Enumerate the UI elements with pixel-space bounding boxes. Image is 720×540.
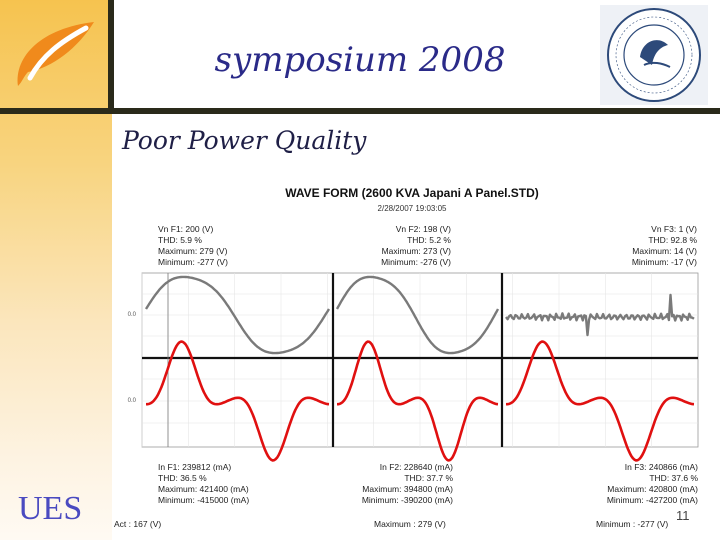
if3-thd: THD: 37.6 % — [649, 473, 698, 483]
vf1-thd: THD: 5.9 % — [158, 235, 202, 245]
vf3-max: Maximum: 14 (V) — [632, 246, 697, 256]
if2-max: Maximum: 394800 (mA) — [362, 484, 453, 494]
vf3-value: Vn F3: 1 (V) — [651, 224, 697, 234]
vf2-min: Minimum: -276 (V) — [381, 257, 451, 267]
slide-title: symposium 2008 — [214, 40, 506, 80]
voltage-trace-f1 — [144, 275, 331, 355]
waveform-plot: 0.0 0.0 — [128, 272, 699, 462]
voltage-stats-f2: Vn F2: 198 (V) THD: 5.2 % Maximum: 273 (… — [351, 224, 451, 268]
if2-value: In F2: 228640 (mA) — [379, 462, 453, 472]
vf3-min: Minimum: -17 (V) — [631, 257, 697, 267]
footer-min: Minimum : -277 (V) — [596, 519, 669, 529]
vf1-max: Maximum: 279 (V) — [158, 246, 228, 256]
wave-layer — [144, 275, 695, 462]
voltage-zero-label: 0.0 — [128, 312, 137, 318]
chart-timestamp: 2/28/2007 19:03:05 — [377, 204, 447, 213]
vf2-thd: THD: 5.2 % — [407, 235, 451, 245]
if2-thd: THD: 37.7 % — [404, 473, 453, 483]
if3-value: In F3: 240866 (mA) — [624, 462, 698, 472]
current-trace-f2 — [337, 340, 499, 462]
if1-min: Minimum: -415000 (mA) — [158, 495, 250, 505]
slide-subtitle: Poor Power Quality — [122, 126, 367, 155]
current-zero-label: 0.0 — [128, 398, 137, 404]
chart-title: WAVE FORM (2600 KVA Japani A Panel.STD) — [285, 186, 539, 200]
institution-seal-icon — [600, 5, 708, 105]
vf1-min: Minimum: -277 (V) — [158, 257, 228, 267]
voltage-trace-f3 — [505, 293, 695, 337]
vf2-max: Maximum: 273 (V) — [381, 246, 451, 256]
current-stats-f2: In F2: 228640 (mA) THD: 37.7 % Maximum: … — [336, 462, 453, 506]
current-trace-f3 — [506, 340, 695, 462]
leaf-logo-icon — [17, 22, 94, 86]
voltage-trace-f2 — [335, 275, 500, 355]
voltage-stats-f3: Vn F3: 1 (V) THD: 92.8 % Maximum: 14 (V)… — [595, 224, 697, 268]
if1-thd: THD: 36.5 % — [158, 473, 207, 483]
voltage-stats-f1: Vn F1: 200 (V) THD: 5.9 % Maximum: 279 (… — [158, 224, 228, 268]
if1-value: In F1: 239812 (mA) — [158, 462, 232, 472]
current-trace-f1 — [146, 340, 330, 462]
vf3-thd: THD: 92.8 % — [648, 235, 697, 245]
waveform-panel: WAVE FORM (2600 KVA Japani A Panel.STD) … — [112, 180, 710, 530]
current-stats-f1: In F1: 239812 (mA) THD: 36.5 % Maximum: … — [158, 462, 249, 506]
if2-min: Minimum: -390200 (mA) — [361, 495, 453, 505]
footer-max: Maximum : 279 (V) — [374, 519, 446, 529]
sidebar-gradient — [0, 0, 112, 540]
current-stats-f3: In F3: 240866 (mA) THD: 37.6 % Maximum: … — [582, 462, 698, 506]
if3-min: Minimum: -427200 (mA) — [606, 495, 698, 505]
vf1-value: Vn F1: 200 (V) — [158, 224, 214, 234]
ues-label: UES — [18, 490, 83, 527]
header-vertical-divider — [108, 0, 114, 114]
footer-act: Act : 167 (V) — [114, 519, 162, 529]
vf2-value: Vn F2: 198 (V) — [395, 224, 451, 234]
header-horizontal-divider — [0, 108, 720, 114]
page-number: 11 — [676, 508, 690, 523]
if3-max: Maximum: 420800 (mA) — [607, 484, 698, 494]
if1-max: Maximum: 421400 (mA) — [158, 484, 249, 494]
